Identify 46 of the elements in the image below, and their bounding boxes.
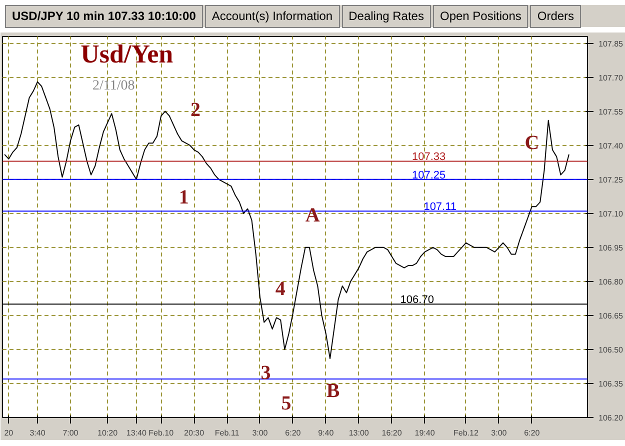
y-tick-label: 106.95 — [598, 243, 624, 252]
y-tick-label: 107.40 — [598, 141, 624, 150]
x-tick-label: 9:40 — [318, 428, 334, 438]
annotation: 3 — [260, 362, 271, 384]
ref-line-label: 107.11 — [424, 201, 457, 214]
x-tick-label: 13:00 — [348, 428, 370, 438]
y-tick-label: 106.20 — [598, 414, 624, 422]
y-tick-label: 106.35 — [598, 379, 624, 388]
x-tick-label: 6:20 — [524, 428, 540, 438]
y-tick-label: 106.80 — [598, 277, 624, 286]
annotation: 1 — [178, 186, 189, 209]
x-tick-label: Feb.12 — [454, 428, 479, 438]
x-tick-label: 16:20 — [382, 428, 402, 438]
x-tick-label: 7:00 — [62, 428, 79, 438]
ref-line-label: 106.70 — [400, 294, 434, 306]
x-tick-label: 10:20 — [98, 428, 118, 438]
y-tick-label: 107.55 — [598, 107, 624, 116]
x-tick-label: Feb.10 — [148, 428, 174, 438]
y-tick-label: 106.50 — [598, 345, 624, 354]
y-tick-label: 107.85 — [598, 39, 624, 48]
ref-line-label: 107.33 — [412, 151, 446, 164]
text: Dealing Rates — [342, 5, 431, 28]
x-tick-label: Feb.11 — [214, 428, 240, 438]
y-tick-label: 107.10 — [598, 209, 624, 218]
x-tick-label: 3:00 — [491, 428, 508, 438]
annotation: 5 — [281, 392, 292, 414]
x-tick-label: 3:00 — [252, 428, 268, 438]
annotation: B — [326, 380, 340, 402]
x-tick-label: 19:40 — [414, 428, 436, 438]
y-tick-label: 106.65 — [598, 311, 624, 320]
x-tick-label: 20 — [4, 428, 14, 438]
x-tick-label: 13:40 — [126, 428, 147, 438]
text: Open Positions — [432, 5, 528, 28]
chart-subtitle: Usd/Yen — [80, 40, 174, 68]
text: Account(s) Information — [204, 5, 340, 28]
y-tick-label: 107.70 — [598, 73, 624, 82]
chart-title: USD/JPY 10 min 107.33 10:10:00 — [5, 5, 203, 28]
x-tick-label: 3:40 — [30, 428, 46, 438]
x-tick-label: 20:30 — [184, 428, 205, 438]
annotation: 4 — [275, 278, 286, 300]
x-tick-label: 6:20 — [285, 428, 302, 438]
y-tick-label: 107.25 — [598, 175, 624, 184]
annotation: A — [305, 204, 320, 227]
text: Orders — [530, 5, 582, 28]
ref-line-label: 107.25 — [412, 169, 446, 182]
annotation: 2/11/08 — [92, 78, 135, 94]
